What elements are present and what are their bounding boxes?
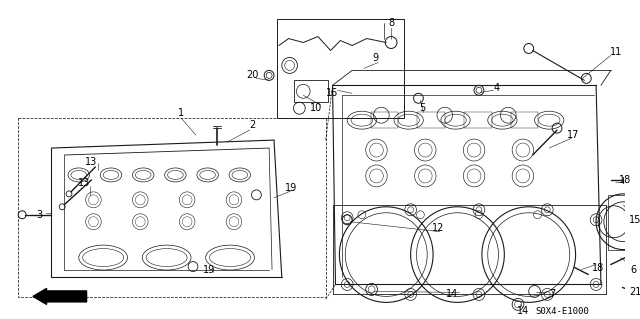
Text: 15: 15 xyxy=(629,215,640,225)
Text: 13: 13 xyxy=(85,157,97,167)
Text: 21: 21 xyxy=(629,287,640,297)
Text: 13: 13 xyxy=(77,178,90,188)
Bar xyxy=(294,80,328,102)
Text: 18: 18 xyxy=(592,263,604,272)
Text: 16: 16 xyxy=(326,88,339,98)
Text: 7: 7 xyxy=(549,289,556,300)
Text: 17: 17 xyxy=(566,130,579,140)
Bar xyxy=(277,19,404,118)
Text: 4: 4 xyxy=(493,83,500,93)
Text: FR.: FR. xyxy=(62,303,80,313)
Text: 19: 19 xyxy=(284,183,297,193)
Bar xyxy=(608,195,635,249)
Text: S0X4-E1000: S0X4-E1000 xyxy=(535,307,589,316)
Text: 9: 9 xyxy=(372,54,379,63)
Bar xyxy=(464,112,492,128)
Bar xyxy=(19,118,326,297)
Text: 20: 20 xyxy=(246,70,259,80)
Text: 1: 1 xyxy=(178,108,184,118)
Text: 14: 14 xyxy=(445,289,458,300)
Bar xyxy=(371,112,398,128)
Text: 2: 2 xyxy=(250,120,255,130)
Text: 11: 11 xyxy=(609,48,621,57)
Text: 19: 19 xyxy=(204,264,216,275)
Text: 12: 12 xyxy=(432,223,444,233)
Bar xyxy=(417,112,445,128)
Text: 14: 14 xyxy=(516,306,529,316)
Bar xyxy=(511,112,538,128)
Text: 5: 5 xyxy=(419,103,426,113)
Text: 6: 6 xyxy=(630,264,636,275)
FancyArrow shape xyxy=(33,288,86,304)
Text: 18: 18 xyxy=(620,175,632,185)
Text: 8: 8 xyxy=(388,18,394,28)
Text: 3: 3 xyxy=(36,210,43,220)
Text: 10: 10 xyxy=(310,103,322,113)
